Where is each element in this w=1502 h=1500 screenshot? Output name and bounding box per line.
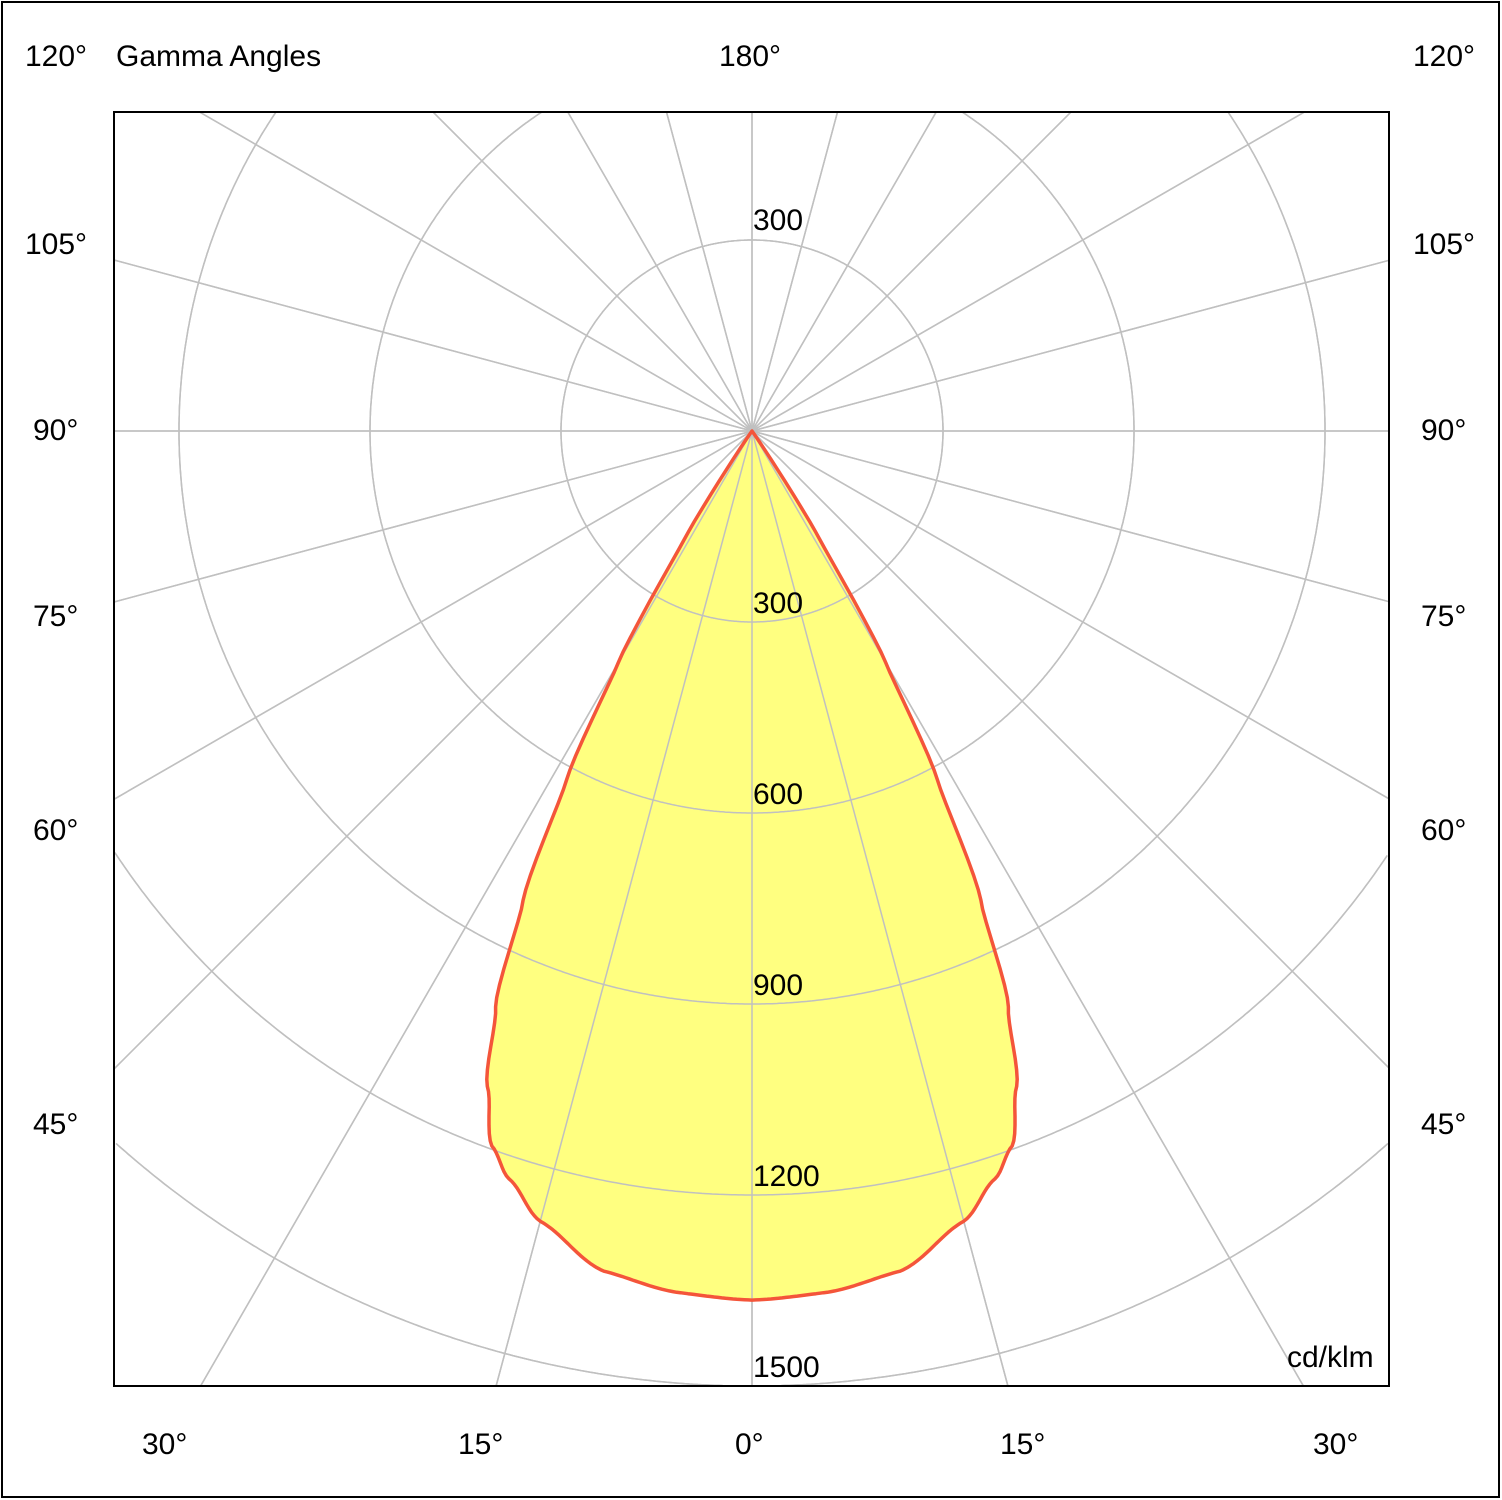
radial-grid-circle xyxy=(369,111,1135,814)
right-angle-label: 60° xyxy=(1421,814,1467,847)
left-angle-label: 75° xyxy=(33,600,79,633)
angle-grid-line xyxy=(751,111,1072,432)
left-angle-label: 105° xyxy=(25,228,88,261)
angle-grid-line xyxy=(751,111,1305,432)
right-angle-label: 45° xyxy=(1421,1108,1467,1141)
angle-grid-line xyxy=(751,111,839,432)
radial-tick-label: 300 xyxy=(753,587,804,620)
angle-grid-line xyxy=(199,111,753,432)
radial-tick-label: 600 xyxy=(753,778,804,811)
bottom-angle-label: 0° xyxy=(735,1428,764,1461)
left-angle-label: 120° xyxy=(25,40,88,73)
bottom-angle-label: 30° xyxy=(142,1428,188,1461)
grid-overlay xyxy=(113,111,1390,1387)
angle-grid-line xyxy=(199,430,753,1387)
left-angle-label: 90° xyxy=(33,414,79,447)
radial-grid-circle xyxy=(560,239,944,623)
radial-grid-circle xyxy=(115,1142,1389,1387)
right-angle-label: 105° xyxy=(1413,228,1476,261)
angle-grid-line xyxy=(751,430,1305,1387)
chart-title: Gamma Angles xyxy=(116,40,322,73)
left-angle-label: 60° xyxy=(33,814,79,847)
angle-grid-line xyxy=(751,111,937,432)
radial-tick-label: 1200 xyxy=(753,1160,820,1193)
angle-grid-line xyxy=(567,111,753,432)
left-angle-label: 45° xyxy=(33,1108,79,1141)
angle-grid-line xyxy=(751,430,1390,800)
angle-grid-line xyxy=(751,430,1390,1069)
bottom-angle-label: 15° xyxy=(1000,1428,1046,1461)
angle-grid-line xyxy=(113,430,753,603)
radial-tick-label: 900 xyxy=(753,969,804,1002)
angle-grid-line xyxy=(665,111,753,432)
top-angle-label: 180° xyxy=(719,40,782,73)
angle-grid-line xyxy=(113,430,753,1070)
intensity-curve xyxy=(485,429,1019,1302)
right-angle-label: 75° xyxy=(1421,600,1467,633)
angle-grid-line xyxy=(113,259,753,432)
upper-radial-tick-label: 300 xyxy=(753,204,804,237)
plot-frame xyxy=(113,111,1390,1387)
bottom-angle-label: 30° xyxy=(1313,1428,1359,1461)
bottom-angle-label: 15° xyxy=(458,1428,504,1461)
unit-label: cd/klm xyxy=(1287,1341,1374,1374)
right-angle-label: 90° xyxy=(1421,414,1467,447)
right-angle-label: 120° xyxy=(1413,40,1476,73)
angle-grid-line xyxy=(751,430,1390,603)
angle-grid-line xyxy=(432,111,753,432)
radial-tick-label: 1500 xyxy=(753,1351,820,1384)
angle-grid-line xyxy=(751,259,1390,432)
angle-grid-line xyxy=(113,430,753,800)
radial-grid-circle xyxy=(178,112,1326,1005)
angle-grid-line xyxy=(495,430,753,1387)
radial-grid-circle xyxy=(114,852,1388,1196)
angle-grid-line xyxy=(751,430,1009,1387)
